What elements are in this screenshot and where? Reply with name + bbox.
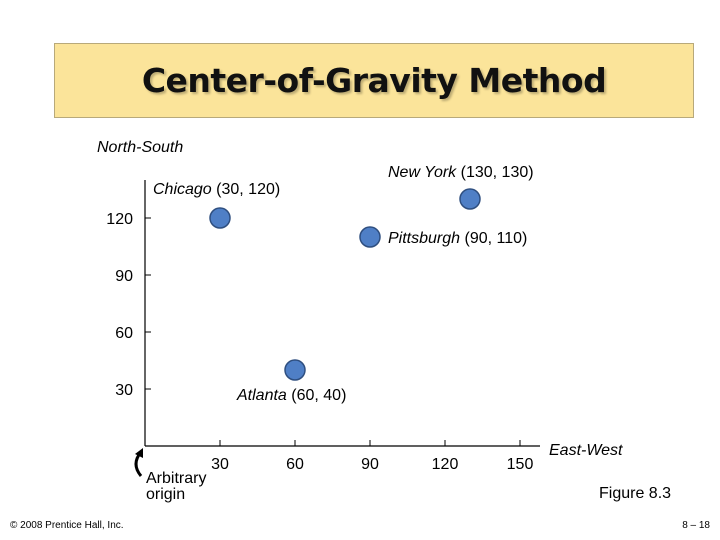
point-label: Pittsburgh (90, 110) — [388, 230, 527, 247]
copyright-footer: © 2008 Prentice Hall, Inc. — [10, 520, 124, 531]
x-tick-label: 60 — [286, 456, 304, 473]
point-name: Pittsburgh — [388, 230, 464, 247]
x-tick-label: 120 — [432, 456, 459, 473]
point-name: New York — [388, 164, 461, 181]
y-tick-label: 120 — [106, 211, 133, 228]
point-coords: (90, 110) — [464, 230, 527, 247]
point-name: Chicago — [153, 181, 216, 198]
x-axis-label: East-West — [549, 442, 623, 459]
axes — [134, 180, 540, 477]
origin-annotation: Arbitrary — [146, 470, 206, 487]
point-chicago — [209, 207, 231, 229]
point-atlanta — [284, 359, 306, 381]
x-tick-label: 150 — [507, 456, 534, 473]
origin-arrowhead — [135, 448, 143, 458]
points — [209, 188, 481, 381]
page-number: 8 – 18 — [682, 520, 710, 531]
point-label: Chicago (30, 120) — [153, 181, 280, 198]
x-tick-label: 90 — [361, 456, 379, 473]
origin-annotation: origin — [146, 486, 185, 503]
point-label: New York (130, 130) — [388, 164, 534, 181]
point-pittsburgh — [359, 226, 381, 248]
y-axis-label: North-South — [97, 139, 183, 156]
point-label: Atlanta (60, 40) — [236, 387, 346, 404]
y-tick-label: 90 — [115, 268, 133, 285]
y-tick-label: 30 — [115, 382, 133, 399]
point-coords: (60, 40) — [291, 387, 346, 404]
figure-caption: Figure 8.3 — [599, 485, 672, 502]
point-coords: (130, 130) — [461, 164, 534, 181]
point-coords: (30, 120) — [216, 181, 280, 198]
point-new-york — [459, 188, 481, 210]
x-tick-label: 30 — [211, 456, 229, 473]
ticks: 30 60 90 120 150 30 60 90 120 — [106, 211, 533, 473]
title-banner: Center-of-Gravity Method — [54, 43, 694, 118]
slide-title: Center-of-Gravity Method — [141, 61, 607, 100]
point-name: Atlanta — [236, 387, 291, 404]
y-tick-label: 60 — [115, 325, 133, 342]
